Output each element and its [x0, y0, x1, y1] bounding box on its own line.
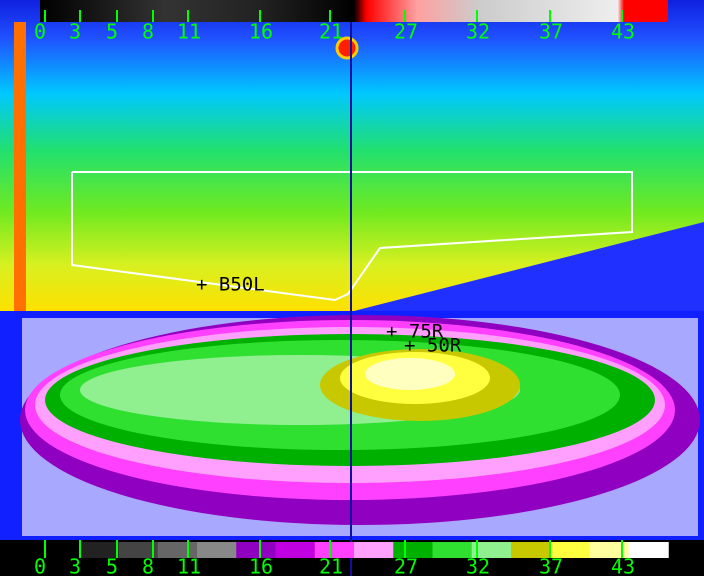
bar-segment [511, 542, 551, 558]
scale-label: 16 [249, 555, 273, 576]
bar-segment [471, 542, 512, 558]
bar-segment [236, 542, 277, 558]
bar-segment [314, 542, 355, 558]
bar-segment [550, 542, 591, 558]
bar-segment [589, 542, 630, 558]
bar-segment [393, 542, 434, 558]
bar-segment [628, 542, 669, 558]
scale-label: 5 [106, 20, 118, 44]
blue-wedge [350, 222, 704, 312]
scale-label: 0 [34, 555, 46, 576]
scale-label: 21 [319, 555, 343, 576]
scale-label: 11 [177, 20, 201, 44]
scale-label: 37 [539, 20, 563, 44]
marker-label: + B50L [196, 274, 265, 296]
bottom-color-bar [40, 542, 669, 558]
marker-label: + 50R [404, 335, 462, 357]
bar-segment [275, 542, 316, 558]
scale-label: 0 [34, 20, 46, 44]
scale-label: 32 [466, 555, 490, 576]
band-core [365, 358, 455, 390]
zone-outline [71, 171, 633, 302]
scale-label: 8 [142, 555, 154, 576]
left-strip [14, 22, 26, 312]
scale-label: 8 [142, 20, 154, 44]
scale-label: 16 [249, 20, 273, 44]
scale-label: 27 [394, 555, 418, 576]
scale-label: 32 [466, 20, 490, 44]
scale-label: 3 [69, 20, 81, 44]
bar-segment [40, 542, 80, 558]
scale-label: 27 [394, 20, 418, 44]
top-color-bar [40, 0, 668, 22]
bar-segment [432, 542, 473, 558]
scale-label: 37 [539, 555, 563, 576]
bar-segment [197, 542, 237, 558]
scale-label: 43 [611, 20, 635, 44]
scale-label: 43 [611, 555, 635, 576]
bar-segment [79, 542, 120, 558]
bar-segment [354, 542, 394, 558]
marker-label: + 75R [386, 321, 444, 343]
scale-label: 11 [177, 555, 201, 576]
bar-segment [118, 542, 159, 558]
scale-label: 5 [106, 555, 118, 576]
scale-label: 21 [319, 20, 343, 44]
scale-label: 3 [69, 555, 81, 576]
